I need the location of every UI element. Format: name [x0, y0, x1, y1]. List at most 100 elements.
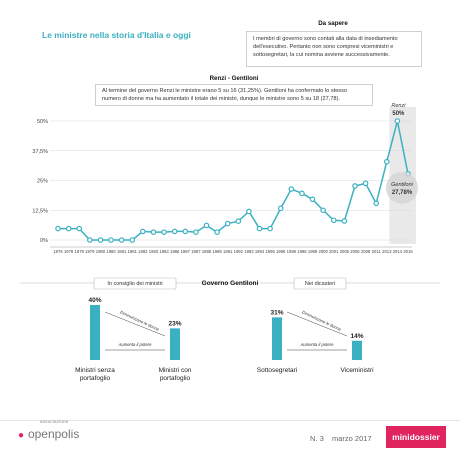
- x-tick-label: 1987: [181, 249, 191, 254]
- x-tick-label: 1981: [117, 249, 127, 254]
- bar-value-label: 31%: [270, 309, 283, 316]
- issue-date: marzo 2017: [332, 434, 372, 443]
- annotation-gentiloni-value: 27,78%: [392, 190, 413, 196]
- data-point: [76, 225, 83, 232]
- footer-divider: [0, 420, 460, 421]
- x-tick-label: 2011: [372, 249, 382, 254]
- x-tick-label: 1987: [191, 249, 201, 254]
- data-point: [97, 237, 104, 243]
- data-point: [373, 200, 379, 207]
- data-point: [288, 186, 295, 192]
- data-point: [65, 225, 72, 232]
- annotation-renzi-label: Renzi: [391, 103, 406, 109]
- bar-value-label: 23%: [168, 320, 181, 327]
- y-tick-label: 37,5%: [32, 149, 48, 155]
- data-point: [171, 228, 178, 235]
- arrow-down-line: [286, 311, 348, 337]
- data-point: [235, 218, 242, 224]
- x-tick-label: 2014: [393, 249, 403, 254]
- data-point: [150, 229, 157, 235]
- bar: [90, 305, 100, 360]
- logo-subtitle: associazione: [40, 419, 69, 424]
- x-tick-label: 1981: [128, 249, 138, 254]
- data-point: [277, 205, 284, 212]
- annotation-renzi-value: 50%: [392, 111, 405, 117]
- data-point: [320, 207, 326, 214]
- sapere-box: I membri di governo sono contati alla da…: [246, 31, 422, 67]
- logo-text: openpolis: [27, 427, 80, 441]
- bar: [352, 340, 362, 360]
- x-tick-label: 1980: [106, 249, 116, 254]
- data-point: [140, 228, 146, 235]
- x-tick-label: 1992: [234, 249, 244, 254]
- minidossier-badge: minidossier: [386, 426, 446, 448]
- x-tick-label: 1988: [202, 249, 212, 254]
- data-point: [118, 237, 125, 243]
- panel-label-box: [293, 277, 347, 290]
- x-tick-label: 1979: [85, 249, 95, 254]
- x-tick-label: 1976: [53, 249, 63, 254]
- bar-value-label: 40%: [88, 297, 101, 304]
- x-tick-label: 1998: [287, 249, 297, 254]
- bar-category-label: Ministri senza: [75, 367, 115, 374]
- data-point: [129, 237, 136, 243]
- data-point: [352, 183, 358, 189]
- data-point: [182, 228, 189, 235]
- x-tick-label: 1983: [149, 249, 159, 254]
- data-point: [55, 225, 61, 232]
- openpolis-logo: associazione ● openpolis: [18, 419, 80, 441]
- data-point: [299, 190, 305, 197]
- arrow-down-line: [104, 311, 166, 337]
- x-tick-label: 1993: [244, 249, 254, 254]
- logo-dots-icon: ●: [18, 430, 25, 441]
- x-tick-label: 1998: [297, 249, 307, 254]
- annotation-gentiloni-label: Gentiloni: [391, 182, 413, 188]
- x-tick-label: 1986: [170, 249, 180, 254]
- bar-category-label: Sottosegretari: [257, 367, 297, 374]
- x-tick-label: 1980: [96, 249, 106, 254]
- y-tick-label: 0%: [40, 238, 48, 244]
- bar-category-label: Viceministri: [340, 367, 373, 374]
- data-point: [394, 118, 401, 124]
- x-tick-label: 1994: [255, 249, 265, 254]
- x-tick-label: 2016: [403, 249, 413, 254]
- x-tick-label: 1979: [75, 249, 85, 254]
- bar-category-label: Ministri con: [159, 367, 192, 374]
- renzi-heading: Renzi - Gentiloni: [209, 75, 259, 82]
- data-point: [108, 237, 114, 243]
- data-point: [214, 229, 220, 235]
- note-decrease-label: Diminuiscono le donne: [301, 309, 342, 332]
- data-point: [330, 217, 337, 224]
- panel-label-box: [93, 277, 177, 290]
- bar: [272, 317, 282, 360]
- data-point: [309, 196, 316, 203]
- note-power-label: Aumenta il potere: [118, 342, 152, 347]
- x-tick-label: 2005: [340, 249, 350, 254]
- bar-section-title: Governo Gentiloni: [202, 280, 259, 287]
- x-tick-label: 1983: [159, 249, 169, 254]
- bar-value-label: 14%: [350, 333, 363, 340]
- sapere-text: I membri di governo sono contati alla da…: [253, 36, 398, 58]
- x-tick-label: 1978: [64, 249, 74, 254]
- y-tick-label: 50%: [37, 119, 48, 125]
- issue-number: N. 3: [310, 434, 324, 443]
- data-point: [362, 180, 369, 187]
- series-line: [58, 120, 409, 241]
- data-point: [193, 229, 199, 235]
- y-tick-label: 12,5%: [32, 208, 48, 214]
- x-tick-label: 1999: [308, 249, 318, 254]
- renzi-text: Al termine del governo Renzi le ministre…: [102, 88, 348, 102]
- y-tick-label: 25%: [37, 179, 48, 185]
- renzi-box: Al termine del governo Renzi le ministre…: [95, 84, 373, 106]
- x-tick-label: 1989: [212, 249, 222, 254]
- data-point: [87, 237, 93, 243]
- x-tick-label: 2013: [382, 249, 392, 254]
- x-tick-label: 1995: [265, 249, 275, 254]
- panel-label: Nei dicasteri: [305, 281, 335, 287]
- x-tick-label: 2008: [361, 249, 371, 254]
- x-tick-label: 1991: [223, 249, 233, 254]
- data-point: [224, 220, 231, 227]
- note-power-label: Aumenta il potere: [300, 342, 334, 347]
- data-point: [246, 208, 252, 215]
